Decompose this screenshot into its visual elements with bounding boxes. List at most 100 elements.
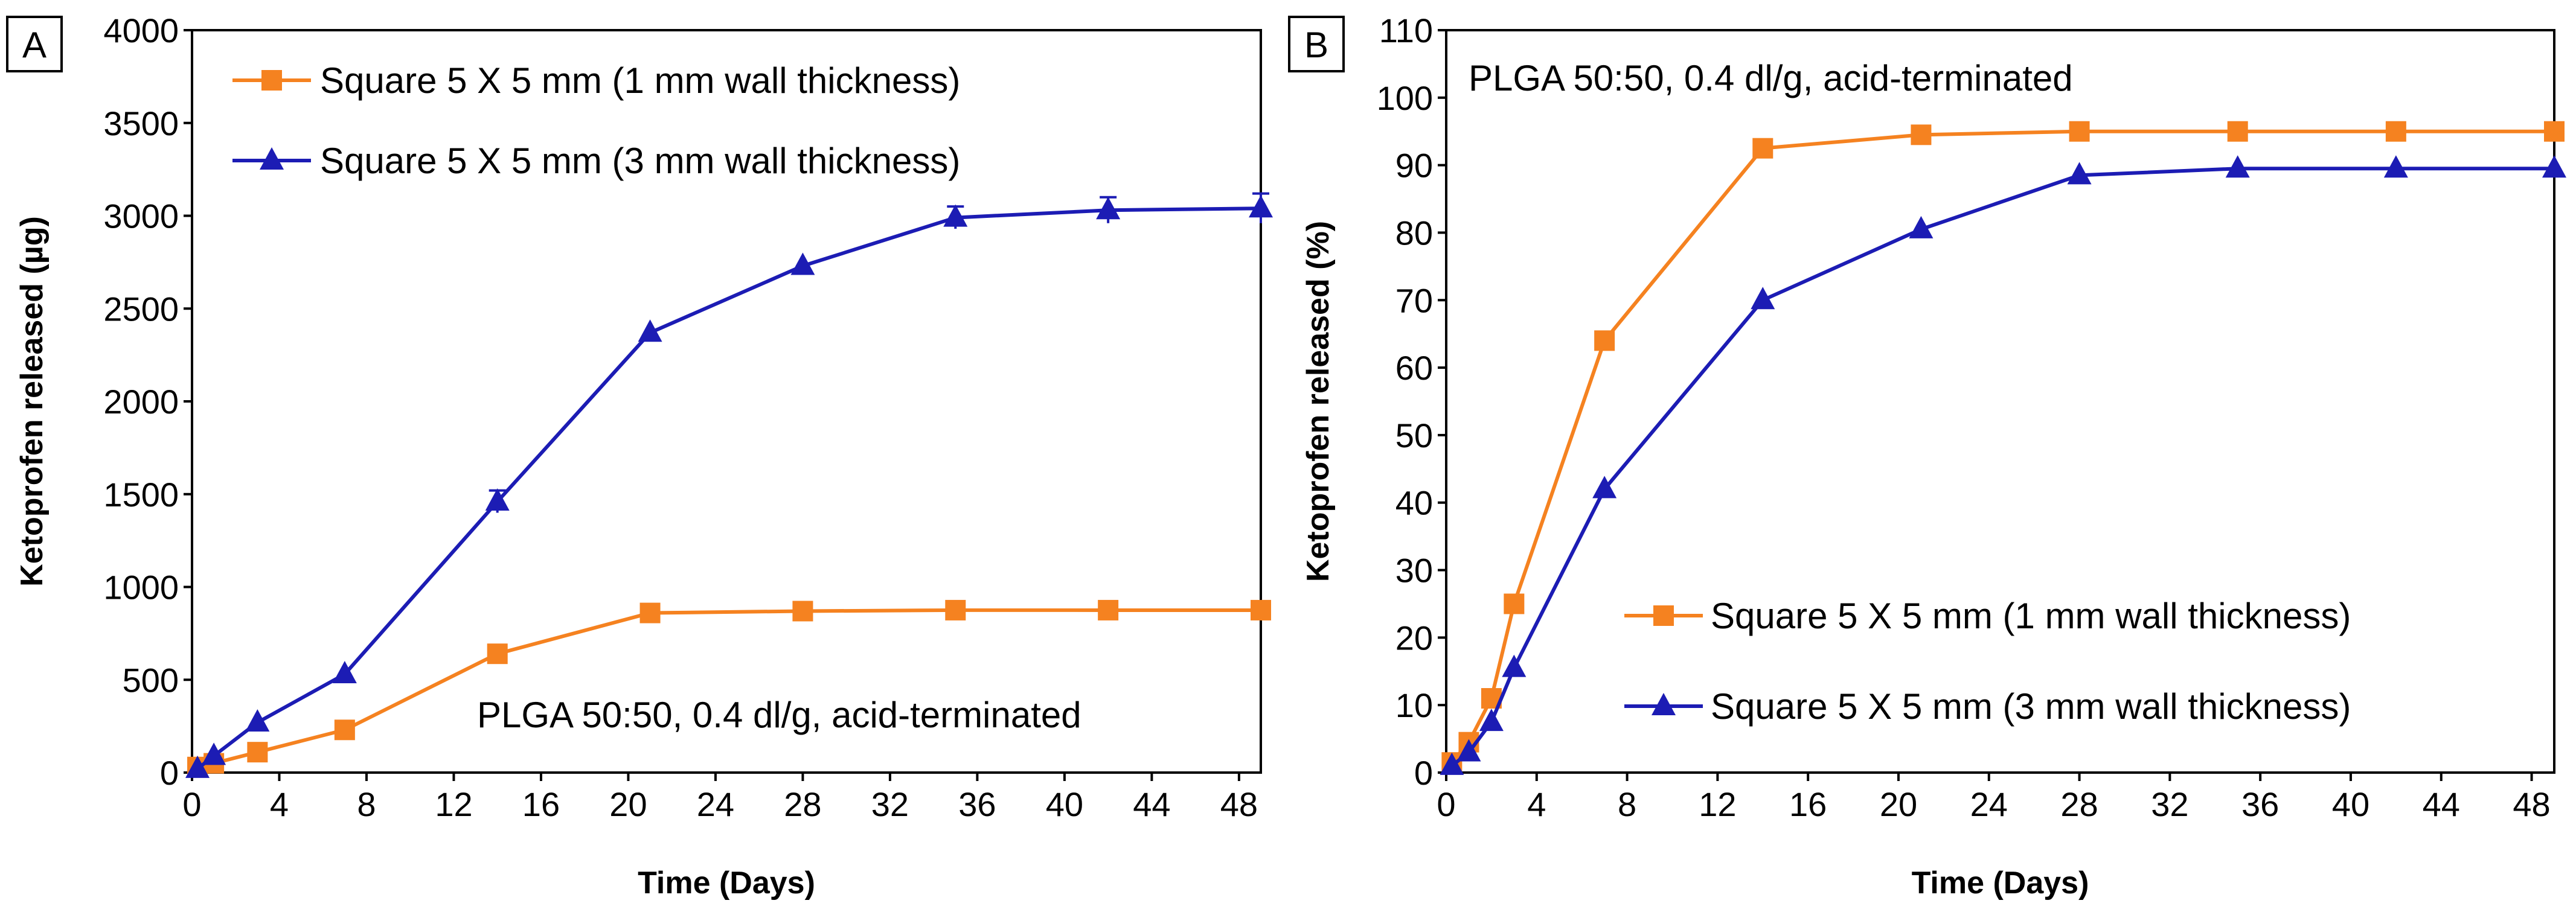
x-tick-label: 16: [1789, 785, 1827, 823]
data-point: [2067, 162, 2092, 185]
y-tick-label: 50: [1395, 416, 1433, 454]
legend-entry: Square 5 X 5 mm (3 mm wall thickness): [1624, 686, 2351, 727]
data-point: [1592, 476, 1617, 499]
annotation-text: PLGA 50:50, 0.4 dl/g, acid-terminated: [477, 695, 1081, 735]
y-tick-label: 4000: [103, 11, 179, 49]
legend-label: Square 5 X 5 mm (3 mm wall thickness): [320, 141, 960, 181]
x-tick-label: 8: [357, 785, 376, 823]
annotation-text: PLGA 50:50, 0.4 dl/g, acid-terminated: [1469, 58, 2073, 98]
data-point: [247, 742, 268, 763]
data-point: [1251, 599, 1271, 620]
data-point: [2542, 155, 2566, 178]
y-tick-label: 40: [1395, 484, 1433, 522]
legend-marker: [261, 70, 282, 91]
data-point: [2225, 155, 2250, 178]
data-point: [485, 488, 510, 511]
series-square: [187, 599, 1271, 777]
data-point: [2227, 121, 2248, 142]
x-tick-label: 8: [1618, 785, 1636, 823]
data-point: [1751, 287, 1775, 310]
data-point: [487, 643, 508, 665]
x-tick-label: 40: [1046, 785, 1083, 823]
x-tick-label: 12: [1699, 785, 1736, 823]
data-point: [945, 599, 966, 620]
data-point: [1752, 138, 1773, 159]
series-line: [196, 206, 1261, 771]
data-point: [1502, 654, 1527, 677]
data-point: [334, 719, 355, 741]
series-square: [1441, 121, 2565, 773]
y-tick-label: 110: [1379, 11, 1433, 49]
data-point: [1594, 330, 1615, 351]
y-tick-label: 60: [1395, 349, 1433, 387]
data-point: [1504, 593, 1525, 614]
x-tick-label: 48: [1220, 785, 1258, 823]
y-tick-label: 0: [160, 754, 179, 792]
series-line: [1450, 129, 2554, 764]
x-tick-label: 4: [270, 785, 289, 823]
legend-label: Square 5 X 5 mm (1 mm wall thickness): [1711, 596, 2351, 636]
data-point: [1909, 215, 1934, 238]
x-tick-label: 24: [1970, 785, 2008, 823]
data-point: [1911, 124, 1932, 145]
y-tick-label: 2500: [103, 290, 179, 328]
x-tick-label: 44: [2423, 785, 2460, 823]
data-point: [1098, 599, 1119, 620]
x-tick-label: 4: [1527, 785, 1546, 823]
x-tick-label: 12: [435, 785, 472, 823]
x-tick-label: 0: [182, 785, 201, 823]
y-tick-label: 0: [1414, 754, 1433, 792]
data-point: [2385, 121, 2406, 142]
y-tick-label: 10: [1395, 686, 1433, 724]
x-tick-label: 0: [1437, 785, 1455, 823]
x-tick-label: 24: [697, 785, 734, 823]
panel-label-box: [6, 16, 63, 72]
legend-entry: Square 5 X 5 mm (1 mm wall thickness): [232, 60, 960, 101]
y-tick-label: 90: [1395, 147, 1433, 185]
data-point: [1096, 197, 1121, 220]
legend-label: Square 5 X 5 mm (3 mm wall thickness): [1711, 686, 2351, 727]
data-point: [245, 709, 270, 732]
x-tick-label: 16: [522, 785, 560, 823]
x-tick-label: 20: [609, 785, 647, 823]
data-point: [185, 755, 210, 778]
y-axis-title: Ketoprofen released (%): [1301, 221, 1336, 582]
x-tick-label: 48: [2513, 785, 2550, 823]
data-point: [2069, 121, 2090, 142]
series-triangle: [1440, 155, 2566, 775]
x-tick-label: 40: [2332, 785, 2369, 823]
y-tick-label: 3500: [103, 104, 179, 142]
panel-label: A: [22, 25, 46, 65]
x-tick-label: 28: [2060, 785, 2098, 823]
x-tick-label: 32: [2151, 785, 2188, 823]
y-tick-label: 2000: [103, 383, 179, 421]
x-tick-label: 20: [1880, 785, 1917, 823]
data-point: [202, 742, 226, 765]
legend-marker: [1652, 693, 1676, 715]
x-axis-title: Time (Days): [1912, 866, 2089, 901]
panel-label: B: [1304, 25, 1328, 65]
data-point: [1479, 709, 1504, 732]
y-tick-label: 100: [1377, 79, 1433, 117]
y-tick-label: 80: [1395, 214, 1433, 252]
x-tick-label: 44: [1133, 785, 1170, 823]
y-tick-label: 1500: [103, 476, 179, 514]
legend-marker: [260, 147, 284, 170]
x-tick-label: 32: [871, 785, 909, 823]
series-triangle: [185, 192, 1273, 778]
x-tick-label: 36: [958, 785, 996, 823]
y-tick-label: 500: [123, 661, 179, 699]
plot-frame: [1445, 29, 2555, 774]
legend-entry: Square 5 X 5 mm (1 mm wall thickness): [1624, 596, 2351, 636]
data-point: [1249, 195, 1273, 218]
legend-entry: Square 5 X 5 mm (3 mm wall thickness): [232, 141, 960, 181]
data-point: [2383, 155, 2408, 178]
x-tick-label: 36: [2241, 785, 2279, 823]
legend-marker: [1653, 605, 1674, 626]
data-point: [2544, 121, 2565, 142]
data-point: [332, 661, 357, 684]
y-tick-label: 3000: [103, 197, 179, 235]
y-tick-label: 20: [1395, 619, 1433, 657]
